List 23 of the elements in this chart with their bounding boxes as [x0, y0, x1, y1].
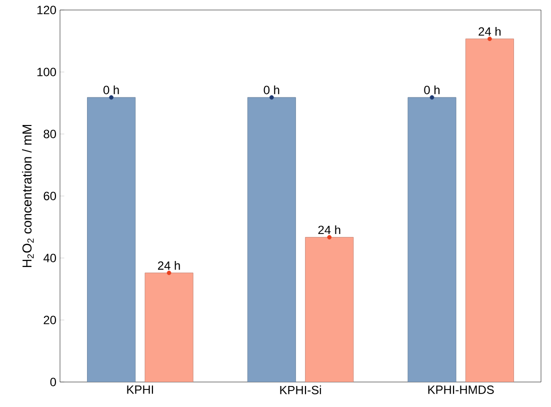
- annotation: 0 h: [103, 85, 119, 94]
- bar: [247, 97, 296, 382]
- y-axis-title: H$_{2}$O$_{2}$ concentration / mM: [22, 124, 34, 268]
- annotation: 24 h: [158, 261, 180, 270]
- bar: [305, 237, 354, 382]
- y-tick-label: 100: [37, 68, 56, 76]
- bar: [408, 97, 456, 382]
- y-tick-label: 0: [50, 378, 56, 386]
- y-tick-label: 40: [43, 254, 56, 262]
- bar: [465, 38, 514, 382]
- x-tick-label: KPHI-Si: [280, 386, 321, 394]
- bar: [87, 97, 136, 382]
- annotation: 24 h: [478, 26, 501, 36]
- bar: [144, 272, 194, 382]
- annotation: 0 h: [264, 85, 280, 94]
- annotation: 0 h: [424, 85, 440, 94]
- x-tick-label: KPHI-HMDS: [428, 386, 494, 394]
- y-tick-label: 20: [44, 316, 56, 324]
- annotation: 24 h: [318, 225, 340, 234]
- y-tick-label: 60: [44, 192, 56, 200]
- y-tick-label: 80: [44, 130, 56, 138]
- x-tick-label: KPHI: [127, 386, 154, 394]
- y-tick-label: 120: [37, 6, 56, 14]
